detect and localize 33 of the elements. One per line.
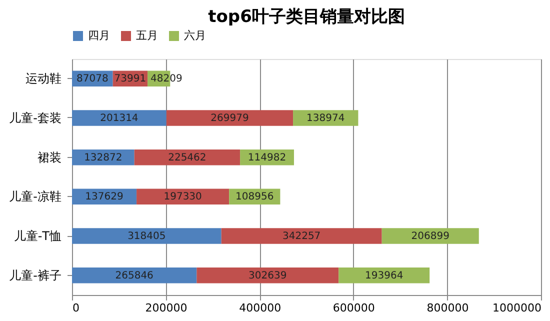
data-label: 318405	[128, 231, 166, 242]
data-label: 265846	[115, 270, 154, 282]
data-label: 225462	[168, 152, 206, 164]
data-label: 197330	[164, 192, 202, 203]
data-label: 108956	[236, 192, 274, 203]
x-tick-label: 400000	[239, 302, 282, 314]
chart-title: top6叶子类目销量对比图	[208, 7, 405, 27]
data-label: 342257	[282, 231, 321, 242]
data-label: 206899	[411, 231, 450, 242]
data-label: 302639	[248, 270, 287, 282]
data-label: 201314	[100, 113, 138, 124]
x-tick-label: 0	[72, 302, 80, 314]
y-tick-label: 裙装	[38, 150, 62, 164]
y-tick-label: 儿童-套装	[9, 111, 62, 125]
y-tick-label: 运动鞋	[26, 72, 62, 86]
data-label: 269979	[210, 113, 249, 124]
legend-label: 五月	[136, 29, 158, 42]
legend-label: 四月	[88, 29, 110, 42]
y-tick-label: 儿童-凉鞋	[9, 190, 62, 204]
data-label: 132872	[84, 152, 122, 164]
data-label: 137629	[85, 192, 124, 203]
data-label: 73991	[114, 74, 146, 85]
data-label: 87078	[76, 74, 108, 85]
x-tick-label: 200000	[145, 302, 188, 314]
data-label: 138974	[306, 113, 345, 124]
legend-label: 六月	[184, 29, 206, 42]
x-tick-label: 600000	[332, 302, 375, 314]
x-tick-label: 800000	[426, 302, 469, 314]
y-tick-label: 儿童-裤子	[9, 268, 62, 282]
data-label: 193964	[365, 270, 404, 282]
y-tick-label: 儿童-T恤	[14, 229, 62, 243]
data-label: 114982	[248, 152, 286, 164]
x-tick-label: 1000000	[492, 302, 542, 314]
